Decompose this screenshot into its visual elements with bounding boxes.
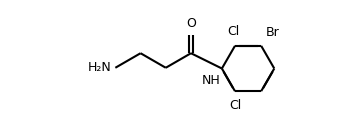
Text: Cl: Cl xyxy=(227,25,239,38)
Text: O: O xyxy=(186,17,196,30)
Text: Br: Br xyxy=(265,25,279,38)
Text: H₂N: H₂N xyxy=(88,61,112,74)
Text: NH: NH xyxy=(202,74,220,87)
Text: Cl: Cl xyxy=(229,99,241,112)
